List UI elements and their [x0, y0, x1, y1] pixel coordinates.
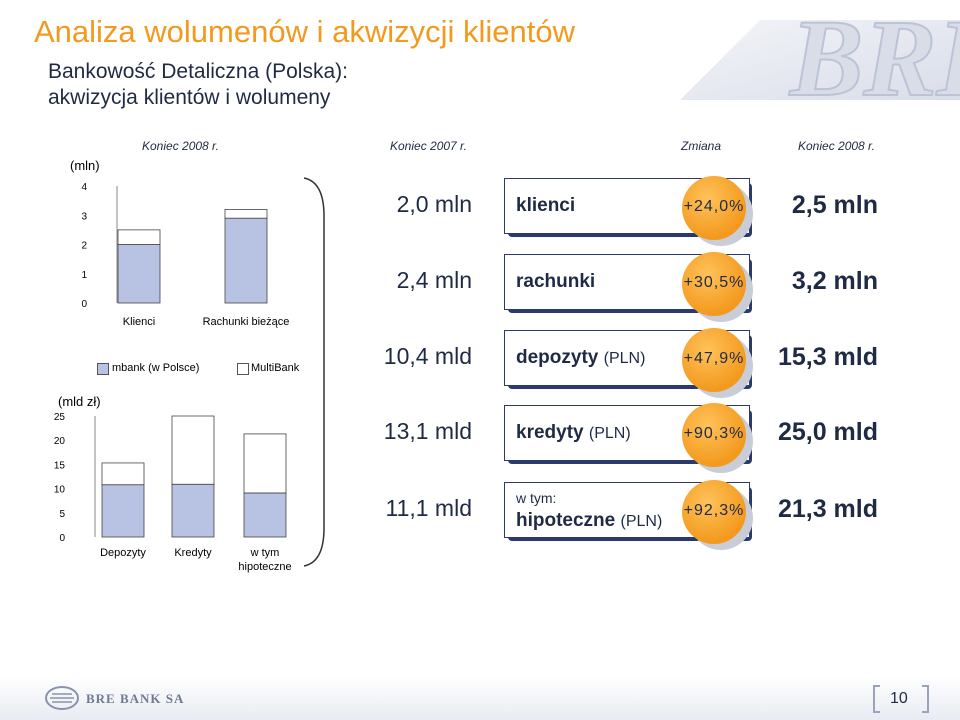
y-tick-label: 2 — [81, 241, 87, 252]
legend-label-multibank: MultiBank — [251, 362, 300, 374]
chart1-ylabel: (mln) — [70, 158, 100, 173]
metric-label-text: depozyty — [516, 347, 599, 368]
bar-mbank — [117, 244, 161, 304]
metric-unit: (PLN) — [588, 425, 631, 442]
subtitle-line-1: Bankowość Detaliczna (Polska): — [48, 60, 348, 83]
metric-label: kredyty (PLN) — [516, 422, 631, 444]
metric-label: rachunki — [516, 271, 595, 293]
column-header-end: Koniec 2008 r. — [798, 139, 875, 153]
svg-text:BRE: BRE — [788, 0, 960, 110]
x-category-label: Rachunki bieżące — [203, 316, 290, 328]
y-tick-label: 25 — [54, 412, 66, 423]
x-category-label: Klienci — [123, 316, 155, 328]
chart-period-label: Koniec 2008 r. — [142, 139, 219, 153]
chart-clients-accounts: 0 1 2 3 4 Klienci Rachunki bieżące — [81, 182, 290, 328]
y-tick-label: 1 — [81, 270, 87, 281]
metric-change: +24,0% — [683, 198, 745, 215]
subtitle-line-2: akwizycja klientów i wolumeny — [48, 86, 331, 109]
page-number-brackets — [873, 685, 929, 713]
legend-swatch-multibank — [237, 363, 249, 375]
metric-start-value: 10,4 mld — [383, 343, 472, 369]
metric-label-text: rachunki — [516, 271, 596, 292]
footer-brand: BRE BANK SA — [86, 691, 185, 706]
chart2-ylabel: (mld zł) — [58, 394, 101, 409]
chart-deposits-loans: 0 5 10 15 20 25 Depozyty Kredyty w tym hipoteczne — [54, 412, 292, 573]
bar-mbank — [243, 492, 287, 538]
bar-mbank — [101, 484, 145, 538]
metric-start-value: 2,0 mln — [396, 191, 472, 217]
x-category-label: w tym hipoteczne — [238, 547, 291, 573]
change-badge — [682, 328, 746, 392]
metric-change: +30,5% — [683, 274, 745, 291]
metric-label-text: kredyty — [516, 422, 584, 443]
legend-label-mbank: mbank (w Polsce) — [112, 362, 200, 374]
metric-start-value: 2,4 mln — [396, 267, 472, 293]
bar-multibank — [243, 433, 287, 494]
metric-change: +90,3% — [683, 425, 745, 442]
metric-label: depozyty (PLN) — [516, 347, 645, 369]
page-number: 10 — [890, 690, 908, 707]
y-tick-label: 5 — [59, 509, 65, 520]
metric-end-value: 25,0 mld — [777, 418, 878, 446]
metric-end-value: 2,5 mln — [791, 191, 878, 219]
bar-multibank — [224, 209, 268, 219]
footer-bar — [0, 676, 960, 720]
change-badge — [682, 176, 746, 240]
change-badge — [682, 480, 746, 544]
metric-end-value: 21,3 mld — [777, 495, 878, 523]
metric-start-value: 13,1 mld — [383, 418, 472, 444]
change-badge — [682, 252, 746, 316]
metric-end-value: 3,2 mln — [791, 267, 878, 295]
metric-label: hipoteczne (PLN) — [516, 510, 662, 532]
bar-mbank — [224, 217, 268, 304]
metric-label-text: hipoteczne — [516, 510, 616, 531]
y-tick-label: 3 — [81, 211, 87, 222]
metric-unit: (PLN) — [620, 513, 663, 530]
metric-change: +92,3% — [683, 502, 745, 519]
metric-start-value: 11,1 mld — [385, 495, 472, 521]
y-tick-label: 20 — [54, 436, 66, 447]
metric-change: +47,9% — [683, 350, 745, 367]
metric-end-value: 15,3 mld — [777, 343, 878, 371]
page-subtitle: Bankowość Detaliczna (Polska): akwizycja… — [48, 59, 348, 111]
column-header-start: Koniec 2007 r. — [390, 139, 467, 153]
bar-mbank — [171, 483, 215, 538]
y-tick-label: 0 — [59, 533, 65, 544]
page-title: Analiza wolumenów i akwizycji klientów — [34, 14, 575, 49]
bre-logo-icon — [45, 686, 79, 710]
y-tick-label: 15 — [54, 460, 66, 471]
bar-multibank — [117, 229, 161, 245]
y-tick-label: 10 — [54, 485, 66, 496]
y-tick-label: 0 — [81, 299, 87, 310]
change-badge — [682, 403, 746, 467]
x-category-label: Kredyty — [174, 547, 212, 559]
x-category-label: Depozyty — [100, 547, 146, 559]
metric-prefix: w tym: — [516, 490, 557, 506]
bracket-divider — [303, 177, 325, 567]
column-header-change: Zmiana — [681, 139, 722, 153]
legend-swatch-mbank — [97, 363, 109, 375]
metric-label-text: klienci — [516, 195, 576, 216]
y-tick-label: 4 — [81, 182, 87, 193]
bar-multibank — [171, 415, 215, 485]
metric-unit: (PLN) — [603, 350, 646, 367]
bre-logo-watermark: BRE — [640, 0, 960, 110]
bar-multibank — [101, 462, 145, 486]
metric-label: klienci — [516, 195, 575, 217]
